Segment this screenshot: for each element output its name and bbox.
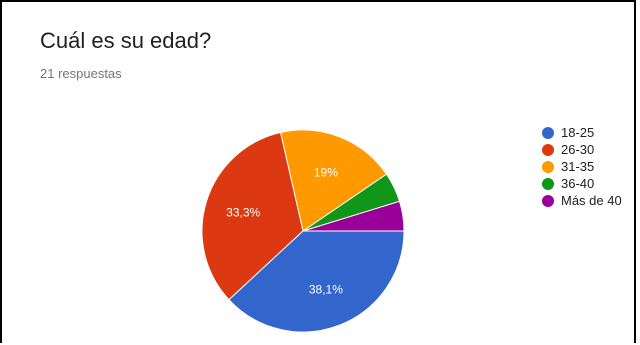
slice-percent-label: 33,3% [226, 206, 260, 220]
legend-swatch [542, 126, 554, 139]
pie-slice-31-35[interactable] [279, 129, 388, 232]
legend-item[interactable]: 18-25 [542, 124, 622, 141]
slice-percent-label: 19% [314, 166, 338, 180]
legend-item[interactable]: 36-40 [542, 175, 622, 192]
legend-item[interactable]: 31-35 [542, 158, 622, 175]
chart-title: Cuál es su edad? [40, 28, 212, 53]
legend-label: 31-35 [561, 159, 595, 174]
legend-item[interactable]: Más de 40 [542, 192, 622, 209]
legend-swatch [542, 143, 554, 156]
pie-slice-18-25[interactable] [228, 230, 405, 333]
legend-label: Más de 40 [561, 193, 622, 208]
legend-label: 18-25 [561, 125, 595, 140]
legend-swatch [542, 194, 554, 207]
legend-label: 36-40 [561, 176, 595, 191]
legend-swatch [542, 160, 554, 173]
legend-item[interactable]: 26-30 [542, 141, 622, 158]
chart-legend: 18-25 26-30 31-35 36-40 Más de 40 [542, 124, 622, 209]
slice-percent-label: 38,1% [309, 282, 343, 296]
response-count: 21 respuestas [40, 66, 122, 81]
legend-label: 26-30 [561, 142, 595, 157]
legend-swatch [542, 177, 554, 190]
pie-slice-26-30[interactable] [201, 131, 304, 301]
